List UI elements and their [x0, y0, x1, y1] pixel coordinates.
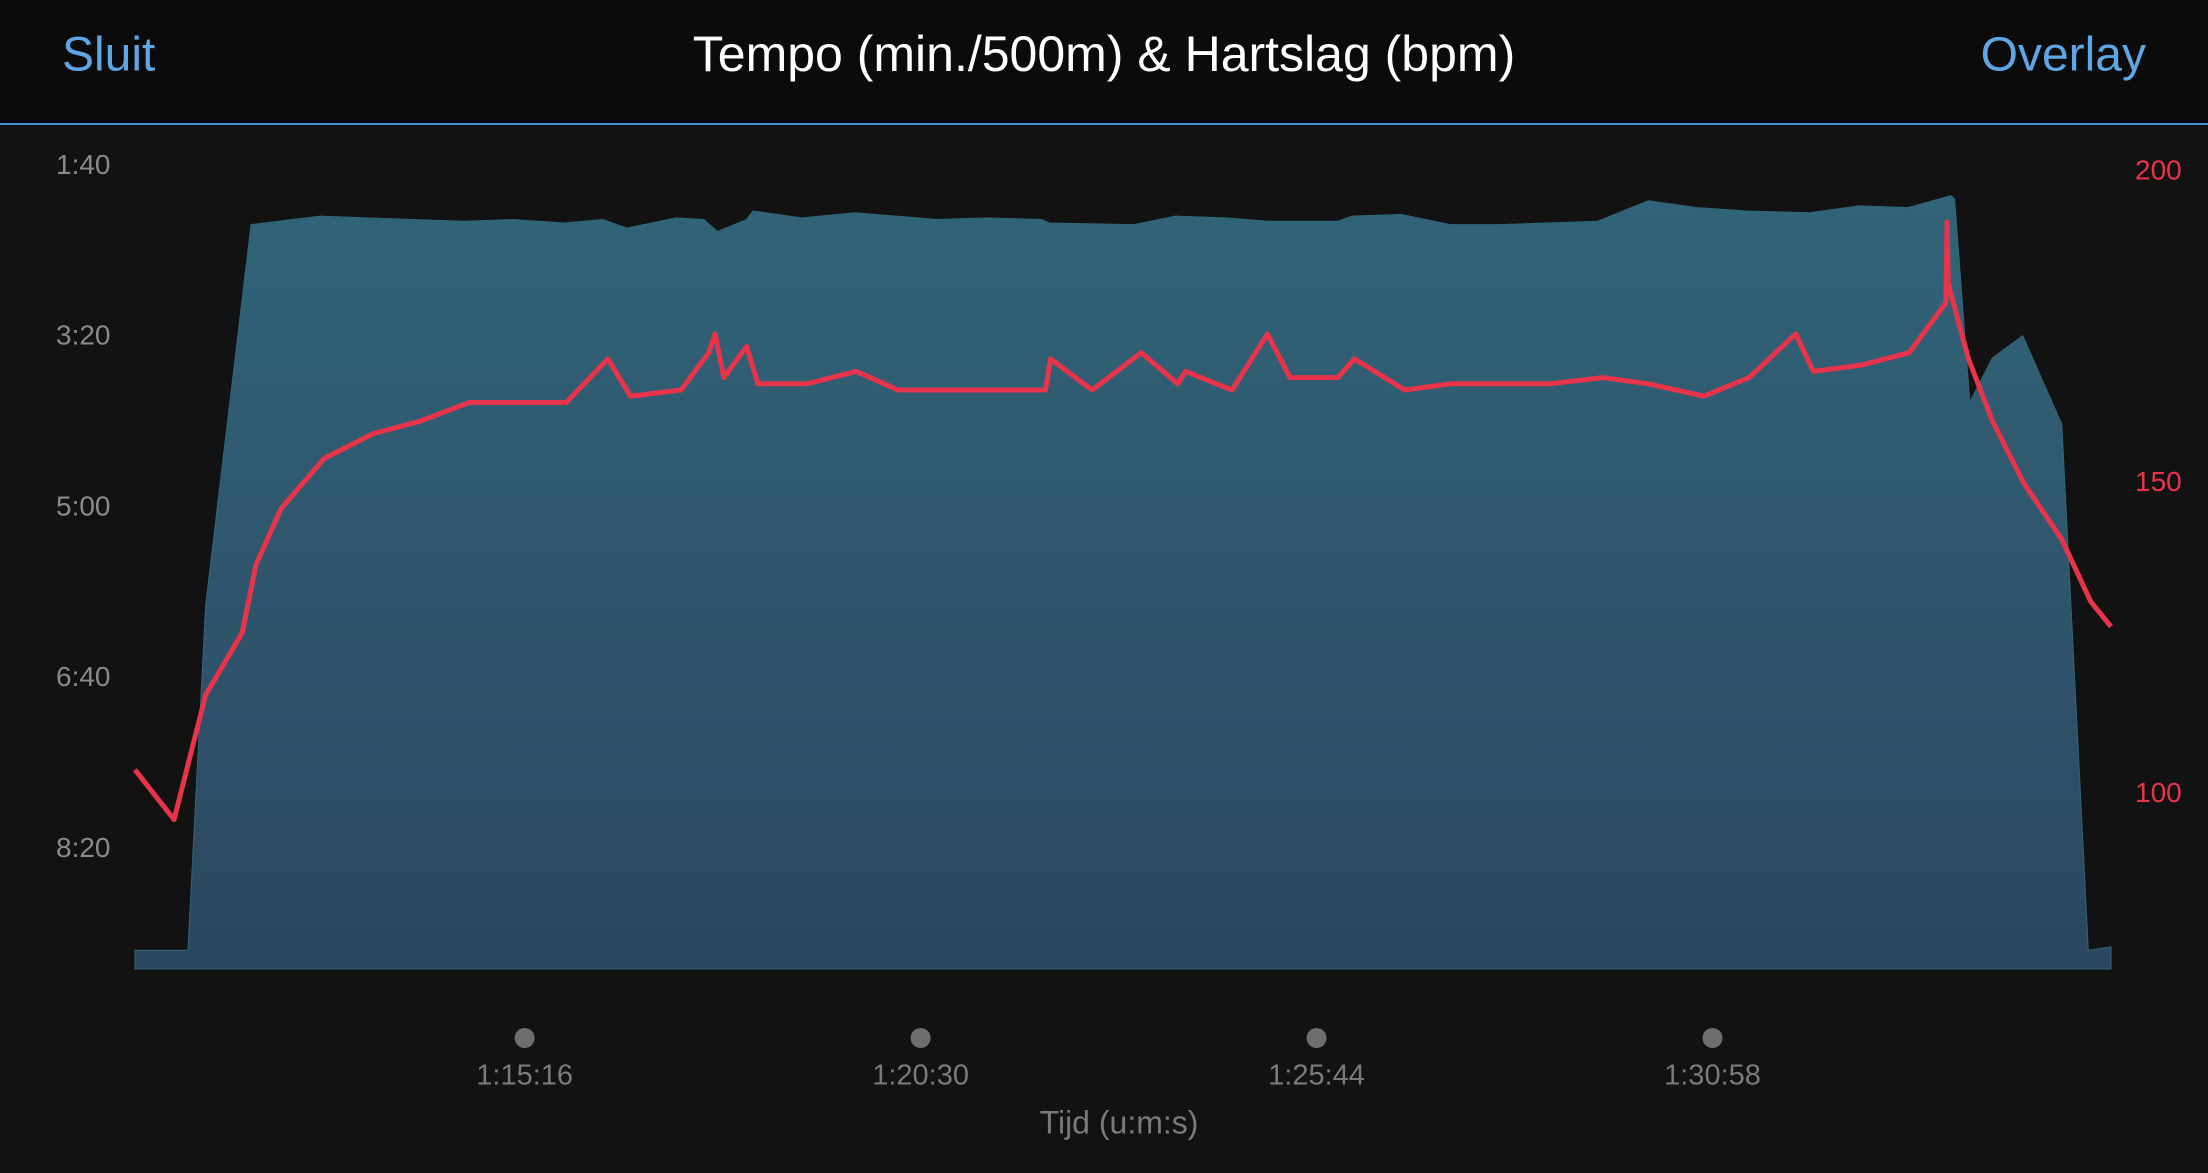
y2-tick-label: 200 — [2135, 155, 2182, 186]
heart-rate-line — [133, 219, 2113, 823]
x-tick-label: 1:30:58 — [1664, 1060, 1761, 1092]
y-tick-label: 6:40 — [56, 661, 111, 692]
close-button[interactable]: Sluit — [62, 29, 155, 82]
x-tick-label: 1:20:30 — [872, 1060, 969, 1092]
x-tick-dot — [910, 1028, 931, 1048]
pace-area — [134, 195, 2112, 970]
y-tick-label: 1:40 — [56, 149, 111, 180]
header-bar — [0, 0, 2208, 124]
x-tick-label: 1:25:44 — [1268, 1060, 1365, 1092]
y-tick-label: 3:20 — [56, 320, 111, 351]
y-tick-label: 5:00 — [56, 490, 111, 521]
overlay-button[interactable]: Overlay — [1981, 29, 2146, 82]
y-tick-label: 8:20 — [56, 832, 111, 863]
y2-tick-label: 150 — [2135, 466, 2182, 497]
x-tick-dot — [1306, 1028, 1327, 1048]
y2-tick-label: 100 — [2135, 777, 2182, 808]
chart-title: Tempo (min./500m) & Hartslag (bpm) — [693, 26, 1515, 82]
x-tick-label: 1:15:16 — [476, 1060, 573, 1092]
x-tick-dot — [514, 1028, 535, 1048]
x-tick-dot — [1702, 1028, 1723, 1048]
x-axis-label: Tijd (u:m:s) — [1040, 1104, 1199, 1140]
